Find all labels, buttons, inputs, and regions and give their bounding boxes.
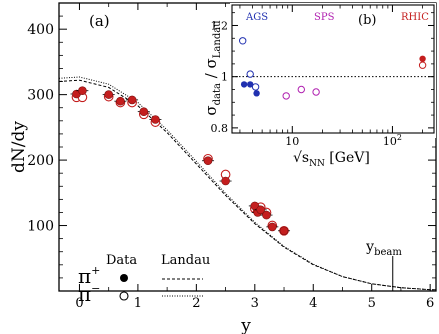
x-tick-label: 4	[309, 296, 317, 311]
x-tick-label: 1	[134, 296, 142, 311]
beam-label-main: y	[365, 239, 374, 255]
data-point-pi-plus	[151, 115, 160, 124]
svg-text:ybeam: ybeam	[365, 239, 402, 258]
y-tick-label: 200	[27, 153, 54, 169]
legend-label-pi-plus: π+	[78, 264, 100, 288]
legend-header-data: Data	[106, 253, 137, 268]
inset-y-ticks: 0.8 1 1.2	[211, 12, 434, 135]
data-point-pi-plus	[104, 90, 113, 99]
data-point-pi-plus	[256, 205, 266, 215]
inset-point-open-ags	[239, 37, 247, 45]
inset-point-open-sps	[282, 92, 290, 100]
data-point-pi-plus	[262, 210, 271, 220]
data-point-pi-plus	[139, 107, 149, 116]
data-point-pi-plus	[267, 222, 277, 232]
inset-point-filled-ags	[240, 81, 248, 88]
inset-y-tick-label: 0.8	[211, 122, 229, 135]
inset-point-open-ags	[246, 70, 254, 78]
inset-point-open-sps	[312, 88, 320, 96]
inset-point-filled-ags	[253, 90, 260, 97]
inset-point-open-ags	[251, 83, 260, 91]
x-tick-label: 5	[368, 296, 376, 311]
inset-group-sps: SPS	[314, 12, 335, 23]
inset-data-points	[239, 37, 427, 100]
data-point-pi-plus	[127, 95, 137, 105]
inset-group-rhic: RHIC	[401, 12, 429, 23]
legend-header-landau: Landau	[161, 253, 210, 268]
panel-label-a: (a)	[89, 12, 110, 30]
landau-curve-pi-plus	[58, 79, 436, 291]
x-tick-label: 0	[75, 296, 83, 311]
x-tick-label: 3	[251, 296, 259, 311]
inset-y-tick-label: 1	[221, 71, 228, 84]
y-tick-label: 100	[27, 219, 54, 235]
inset-panel: 0.8 1 1.2 10 102 (b) AGS SPS RHIC σdata / σ…	[202, 3, 436, 169]
data-point-pi-plus	[78, 86, 87, 95]
legend-label-pi-minus: π−	[78, 282, 100, 306]
data-point-pi-plus	[203, 156, 213, 165]
inset-plot-frame	[231, 4, 435, 134]
inset-x-ticks: 10 102	[239, 5, 423, 148]
inset-point-filled-ags	[247, 81, 254, 88]
x-tick-label: 6	[426, 296, 434, 311]
inset-point-open-rhic	[418, 61, 427, 69]
data-point-pi-plus	[221, 176, 230, 186]
inset-y-tick-label: 1.2	[211, 19, 229, 32]
inset-point-open-sps	[297, 85, 305, 94]
data-points	[70, 86, 291, 236]
panel-label-b: (b)	[358, 13, 376, 28]
legend-marker-filled	[120, 274, 128, 282]
y-beam-marker: ybeam	[365, 239, 402, 291]
landau-curve-pi-minus	[58, 76, 436, 291]
inset-x-axis-label: √sNN [GeV]	[293, 150, 370, 169]
inset-group-ags: AGS	[245, 12, 268, 23]
y-tick-label: 300	[27, 88, 54, 104]
data-point-pi-plus	[279, 226, 289, 236]
inset-x-tick-label: 10	[285, 135, 299, 148]
y-tick-label: 400	[27, 22, 54, 38]
beam-label-sub: beam	[374, 247, 402, 258]
x-tick-label: 2	[192, 296, 200, 311]
inset-point-filled-rhic	[419, 55, 426, 62]
inset-background	[230, 3, 436, 138]
x-axis-label: y	[240, 316, 251, 334]
inset-x-tick-label: 102	[383, 133, 402, 148]
data-point-pi-plus	[116, 96, 125, 106]
legend: Data Landau π+ π−	[78, 253, 210, 306]
y-axis-label: dN/dy	[9, 121, 29, 173]
legend-marker-open	[119, 291, 129, 301]
landau-curves	[58, 76, 436, 291]
inset-y-axis-label: σdata / σLandau	[202, 20, 223, 116]
